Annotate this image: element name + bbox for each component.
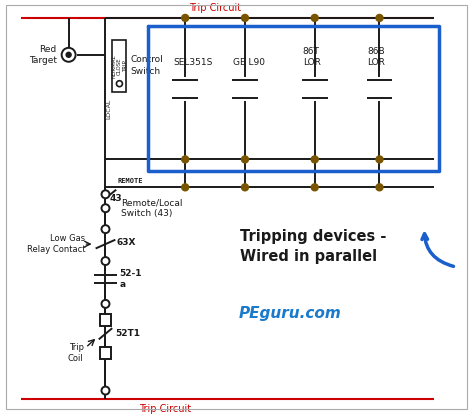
Bar bbox=[112, 40, 127, 92]
Circle shape bbox=[101, 225, 109, 233]
Circle shape bbox=[182, 15, 189, 21]
Circle shape bbox=[101, 204, 109, 212]
Text: Red
Target: Red Target bbox=[28, 45, 57, 65]
Text: Tripping devices -
Wired in parallel: Tripping devices - Wired in parallel bbox=[240, 229, 386, 264]
Text: PEguru.com: PEguru.com bbox=[238, 306, 341, 321]
Circle shape bbox=[311, 15, 318, 21]
Bar bbox=[100, 314, 111, 326]
Circle shape bbox=[311, 156, 318, 163]
Text: 86B
LOR: 86B LOR bbox=[367, 47, 385, 67]
Circle shape bbox=[311, 184, 318, 191]
Circle shape bbox=[66, 52, 71, 57]
Circle shape bbox=[182, 156, 189, 163]
Text: 86T
LOR: 86T LOR bbox=[303, 47, 320, 67]
Circle shape bbox=[241, 156, 248, 163]
Text: LOCAL: LOCAL bbox=[106, 99, 111, 119]
Circle shape bbox=[241, 184, 248, 191]
Text: Trip
Coil: Trip Coil bbox=[68, 343, 83, 363]
Bar bbox=[100, 347, 111, 359]
Text: Trip Circuit: Trip Circuit bbox=[189, 3, 241, 13]
Text: 52T1: 52T1 bbox=[116, 329, 140, 338]
Text: Trip Circuit: Trip Circuit bbox=[139, 404, 191, 414]
Text: REMOTE: REMOTE bbox=[118, 178, 143, 184]
Circle shape bbox=[101, 257, 109, 265]
Text: 52-1
a: 52-1 a bbox=[119, 269, 142, 289]
Circle shape bbox=[101, 300, 109, 308]
Circle shape bbox=[101, 386, 109, 394]
Circle shape bbox=[62, 48, 75, 62]
Text: Control
Switch: Control Switch bbox=[130, 55, 163, 76]
Circle shape bbox=[101, 190, 109, 198]
Text: Remote/Local
Switch (43): Remote/Local Switch (43) bbox=[121, 198, 183, 218]
Text: GE L90: GE L90 bbox=[233, 58, 265, 67]
Text: NORMAL
CLOSE
TRIP: NORMAL CLOSE TRIP bbox=[111, 54, 128, 77]
Text: 43: 43 bbox=[109, 194, 122, 203]
Circle shape bbox=[376, 156, 383, 163]
Text: 63X: 63X bbox=[117, 238, 136, 247]
Text: Low Gas
Relay Contact: Low Gas Relay Contact bbox=[27, 234, 86, 254]
Circle shape bbox=[376, 184, 383, 191]
Circle shape bbox=[117, 81, 122, 87]
Circle shape bbox=[241, 15, 248, 21]
Circle shape bbox=[182, 184, 189, 191]
Text: SEL351S: SEL351S bbox=[173, 58, 213, 67]
Circle shape bbox=[376, 15, 383, 21]
